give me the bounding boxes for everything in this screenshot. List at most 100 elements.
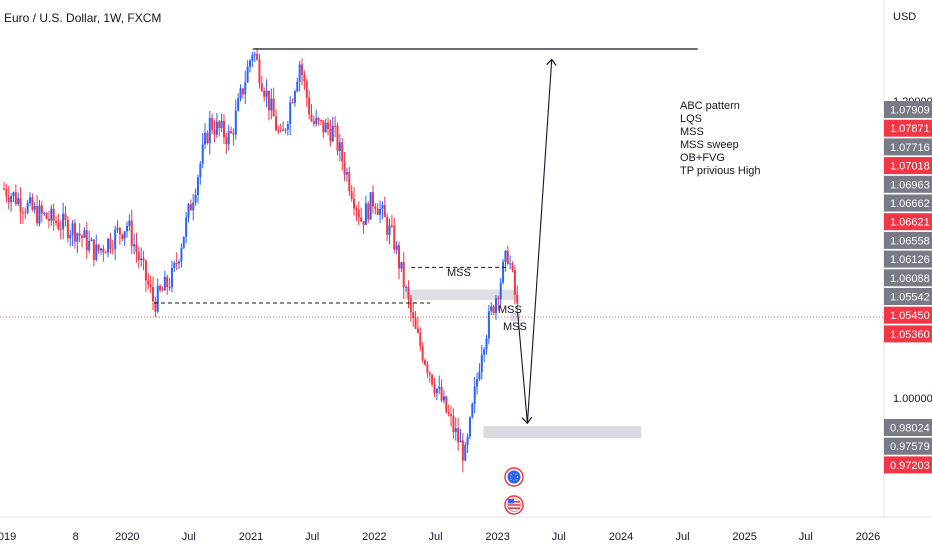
candle-body (289, 102, 292, 124)
candle-body (388, 225, 391, 236)
x-tick-label: 8 (73, 531, 79, 543)
candle-body (407, 287, 410, 299)
candle-body (178, 261, 181, 264)
candle-body (279, 130, 282, 132)
candle-body (222, 120, 225, 138)
x-tick-label: Jul (552, 531, 566, 543)
candle-body (251, 54, 254, 61)
candle-body (353, 198, 356, 209)
price-tag: 1.07871 (884, 119, 932, 137)
candle-body (334, 125, 337, 127)
x-tick-label: 2026 (856, 531, 880, 543)
candle-body (480, 354, 483, 372)
candle-body (121, 234, 124, 239)
price-tag: 1.06963 (884, 175, 932, 193)
candle-body (218, 121, 221, 129)
candle-body (144, 260, 147, 281)
candle-body (478, 371, 481, 380)
price-tag-label: 1.07871 (890, 123, 930, 135)
candle-body (57, 222, 60, 230)
price-tag: 1.06662 (884, 194, 932, 212)
candle-body (400, 262, 403, 269)
x-tick-label: 2020 (115, 531, 139, 543)
candle-body (506, 250, 509, 264)
candle-body (128, 220, 131, 226)
candle-body (173, 262, 176, 268)
candle-body (435, 389, 438, 394)
candle-body (487, 311, 490, 339)
candle-body (204, 132, 207, 145)
note-line: MSS (680, 126, 704, 138)
candle-body (424, 360, 427, 365)
candle-body (447, 412, 450, 415)
price-tag-label: 1.07018 (890, 161, 930, 173)
candle-body (511, 263, 514, 271)
candle-body (362, 221, 365, 225)
candles-layer (3, 48, 519, 473)
candle-body (476, 379, 479, 387)
candle-body (312, 120, 315, 124)
candle-body (438, 386, 441, 390)
candle-body (428, 372, 431, 375)
candle-body (457, 428, 460, 443)
price-tag-bg (884, 231, 932, 249)
candle-body (29, 197, 32, 204)
x-tick-label: 2022 (362, 531, 386, 543)
candle-body (88, 240, 91, 251)
candle-body (298, 64, 301, 82)
candle-body (412, 312, 415, 318)
price-tag: 1.07716 (884, 138, 932, 156)
candle-body (275, 116, 278, 131)
candle-body (267, 90, 270, 111)
eu-event-icon[interactable] (504, 467, 524, 487)
candle-body (99, 248, 102, 251)
price-tag-bg (884, 175, 932, 193)
candle-body (296, 81, 299, 92)
x-tick-label: Jul (182, 531, 196, 543)
candle-body (440, 386, 443, 401)
candle-body (419, 332, 422, 347)
candle-body (180, 248, 183, 262)
chart-title: Euro / U.S. Dollar, 1W, FXCM (4, 11, 162, 25)
candle-body (331, 125, 334, 142)
candle-body (133, 244, 136, 247)
candle-body (416, 328, 419, 333)
candle-body (466, 436, 469, 446)
candle-body (47, 218, 50, 221)
candle-body (253, 54, 256, 56)
candle-body (40, 205, 43, 214)
price-tag-label: 1.06126 (890, 254, 930, 266)
price-tag: 0.97579 (884, 437, 932, 455)
candle-body (473, 386, 476, 404)
price-tag-bg (884, 437, 932, 455)
candle-body (348, 172, 351, 192)
candle-body (414, 317, 417, 329)
candle-body (36, 206, 39, 224)
candle-body (256, 54, 259, 60)
projection-arrow (526, 59, 551, 424)
price-tag-bg (884, 306, 932, 324)
x-tick-label: 2023 (485, 531, 509, 543)
candle-body (123, 231, 126, 239)
price-tag: 0.97203 (884, 456, 932, 474)
price-tag: 1.07018 (884, 157, 932, 175)
candle-body (241, 88, 244, 95)
candle-body (154, 301, 157, 312)
us-event-icon[interactable] (504, 495, 524, 515)
candle-body (452, 416, 455, 433)
ob-fvg-zone (511, 311, 521, 321)
candle-body (497, 298, 500, 300)
demand-zone (483, 426, 642, 439)
candle-body (376, 208, 379, 215)
price-tag-label: 1.06662 (890, 198, 930, 210)
candle-body (24, 212, 27, 214)
candle-body (398, 245, 401, 269)
candle-body (336, 125, 339, 151)
candle-body (345, 172, 348, 175)
price-tag-label: 1.05360 (890, 329, 930, 341)
candle-body (395, 245, 398, 250)
candle-body (163, 276, 166, 291)
note-line: TP privious High (680, 165, 761, 177)
note-line: OB+FVG (680, 152, 725, 164)
